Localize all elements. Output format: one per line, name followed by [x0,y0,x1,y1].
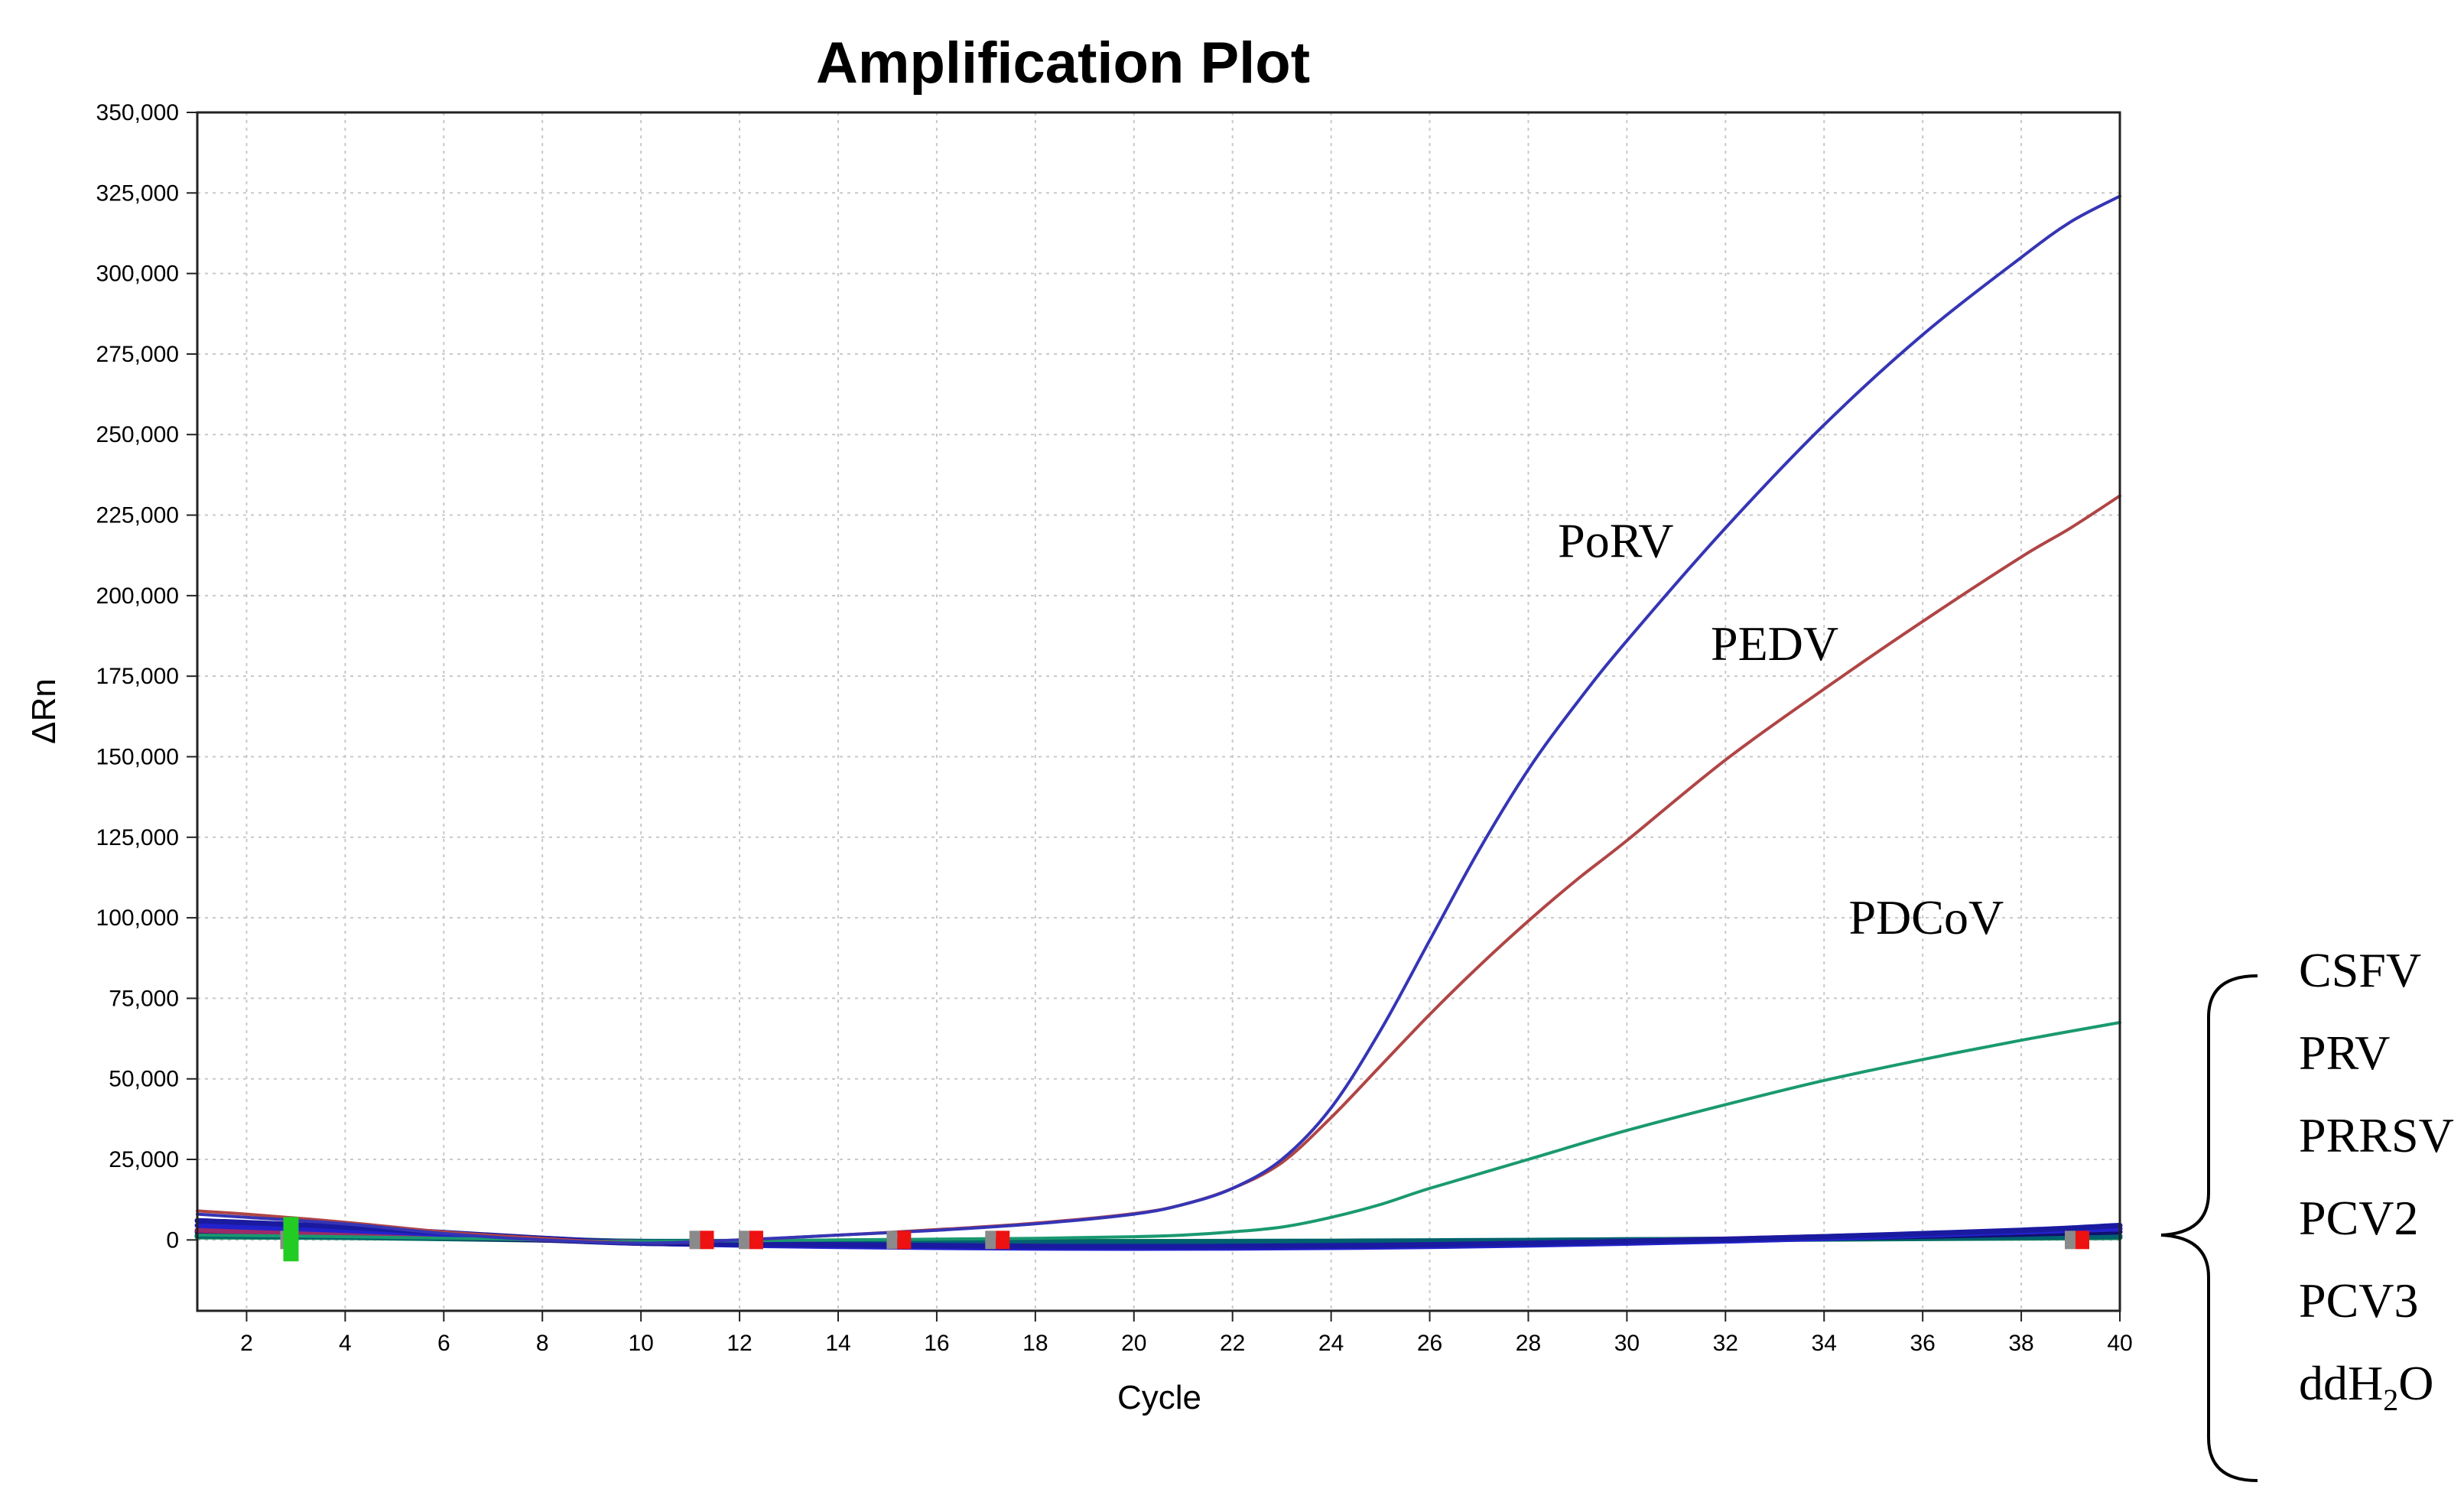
y-tick-label: 125,000 [96,825,179,850]
y-tick-label: 75,000 [109,986,179,1011]
y-axis-ticks: 0 25,000 50,000 75,000 100,000 125,000 150,000… [96,100,197,1253]
bracket-label-prv: PRV [2299,1026,2390,1080]
x-tick-label: 2 [240,1331,253,1356]
x-tick-label: 6 [437,1331,450,1356]
annotation-porv: PoRV [1558,513,1673,567]
y-tick-label: 25,000 [109,1147,179,1172]
baseline-end-marker[interactable] [897,1231,912,1250]
x-tick-label: 40 [2107,1331,2132,1356]
y-tick-label: 50,000 [109,1067,179,1092]
x-tick-label: 28 [1516,1331,1541,1356]
y-tick-label: 150,000 [96,744,179,769]
series-lines [194,194,2123,1251]
grid-lines [197,112,2121,1311]
series-line-porv [196,194,2121,1245]
baseline-marker[interactable] [985,1231,1010,1250]
bracket-label-ddh2o: ddH2O [2299,1356,2433,1417]
baseline-marker[interactable] [738,1231,763,1250]
chart-title: Amplification Plot [816,31,1310,96]
baseline-marker[interactable] [2064,1231,2089,1250]
y-tick-label: 200,000 [96,584,179,609]
bracket-label-prrsv: PRRSV [2299,1108,2454,1162]
x-axis-ticks: 2 4 6 8 10 12 14 16 18 20 22 24 26 28 30 32 34 36 38 40 [240,1311,2133,1356]
bracket-label-pcv3: PCV3 [2299,1273,2419,1328]
baseline-end-marker[interactable] [996,1231,1010,1250]
bracket-label-csfv: CSFV [2299,943,2421,997]
series-annotations: PoRV PEDV PDCoV [1558,513,2004,944]
baseline-end-marker[interactable] [2075,1231,2089,1250]
group-bracket [2160,974,2258,1482]
y-tick-label: 0 [166,1227,179,1253]
series-line-pedv [196,494,2121,1245]
baseline-start-marker[interactable] [283,1217,299,1262]
baseline-marker-handle[interactable] [886,1231,898,1250]
baseline-marker-handle[interactable] [689,1231,701,1250]
x-tick-label: 8 [536,1331,549,1356]
y-tick-label: 250,000 [96,422,179,447]
x-tick-label: 14 [825,1331,850,1356]
x-tick-label: 24 [1318,1331,1344,1356]
y-tick-label: 100,000 [96,905,179,931]
x-tick-label: 34 [1812,1331,1837,1356]
y-tick-label: 275,000 [96,342,179,367]
x-tick-label: 30 [1614,1331,1640,1356]
y-tick-label: 175,000 [96,664,179,689]
x-tick-label: 32 [1713,1331,1738,1356]
x-tick-label: 22 [1220,1331,1245,1356]
bracket-label-pcv2: PCV2 [2299,1191,2419,1245]
baseline-marker[interactable] [886,1231,912,1250]
baseline-marker-handle[interactable] [2064,1231,2076,1250]
x-tick-label: 38 [2008,1331,2033,1356]
x-tick-label: 36 [1910,1331,1935,1356]
x-tick-label: 18 [1022,1331,1048,1356]
plot-frame [196,111,2121,1312]
baseline-end-marker[interactable] [749,1231,763,1250]
x-tick-label: 20 [1121,1331,1146,1356]
annotation-pdcov: PDCoV [1848,890,2004,944]
y-tick-label: 300,000 [96,262,179,287]
baseline-marker-handle[interactable] [985,1231,996,1250]
baseline-marker[interactable] [280,1217,299,1262]
y-axis-label: ΔRn [25,678,63,744]
x-tick-label: 26 [1417,1331,1442,1356]
x-tick-label: 12 [727,1331,752,1356]
x-tick-label: 16 [924,1331,949,1356]
baseline-marker-handle[interactable] [738,1231,749,1250]
baseline-markers [280,1217,2089,1262]
x-tick-label: 4 [339,1331,352,1356]
baseline-end-marker[interactable] [700,1231,714,1250]
x-axis-label: Cycle [1117,1379,1201,1416]
y-tick-label: 350,000 [96,100,179,125]
bracket-labels: CSFV PRV PRRSV PCV2 PCV3 ddH2O [2299,943,2454,1417]
x-tick-label: 10 [628,1331,653,1356]
baseline-marker[interactable] [689,1231,714,1250]
y-tick-label: 325,000 [96,180,179,206]
annotation-pedv: PEDV [1711,616,1838,671]
y-tick-label: 225,000 [96,503,179,528]
